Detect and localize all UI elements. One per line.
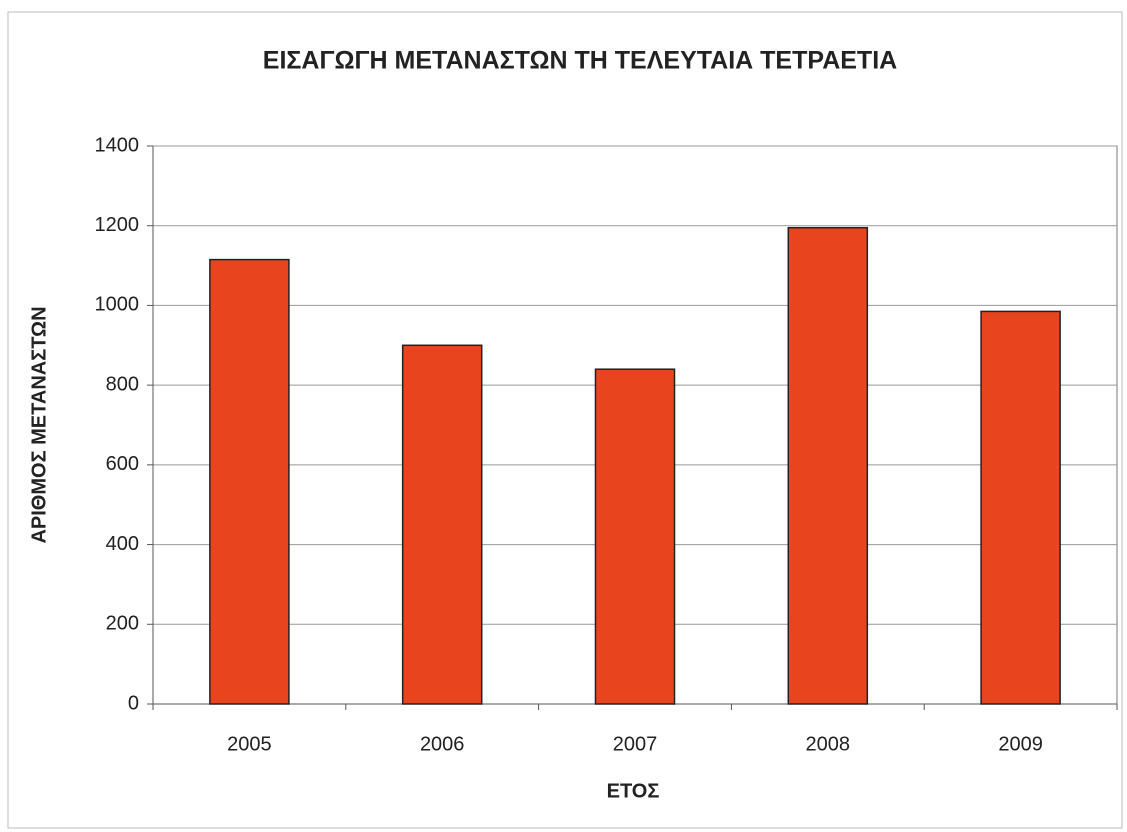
y-tick-label: 1400 [95, 134, 140, 156]
chart-frame [7, 11, 1123, 829]
bar [787, 226, 869, 705]
y-tick-label: 200 [106, 613, 139, 635]
bar [209, 258, 290, 705]
y-tick-label: 1000 [95, 294, 140, 316]
x-tick-label: 2008 [806, 733, 851, 755]
bar [401, 344, 483, 705]
y-tick-label: 0 [128, 692, 139, 714]
bar [594, 368, 676, 705]
x-tick-label: 2005 [227, 733, 272, 755]
x-tick-label: 2007 [613, 733, 658, 755]
bar [980, 310, 1061, 705]
y-tick-label: 400 [106, 533, 139, 555]
y-tick-label: 1200 [95, 214, 140, 236]
x-axis-title: ΕΤΟΣ [607, 780, 660, 802]
y-tick-label: 600 [106, 453, 139, 475]
y-axis-title: ΑΡΙΘΜΟΣ ΜΕΤΑΝΑΣΤΩΝ [28, 306, 50, 543]
chart-title: ΕΙΣΑΓΩΓΗ ΜΕΤΑΝΑΣΤΩΝ ΤΗ ΤΕΛΕΥΤΑΙΑ ΤΕΤΡΑΕΤ… [263, 47, 897, 75]
y-tick-label: 800 [106, 373, 139, 395]
x-tick-label: 2009 [998, 733, 1043, 755]
x-tick-label: 2006 [420, 733, 465, 755]
